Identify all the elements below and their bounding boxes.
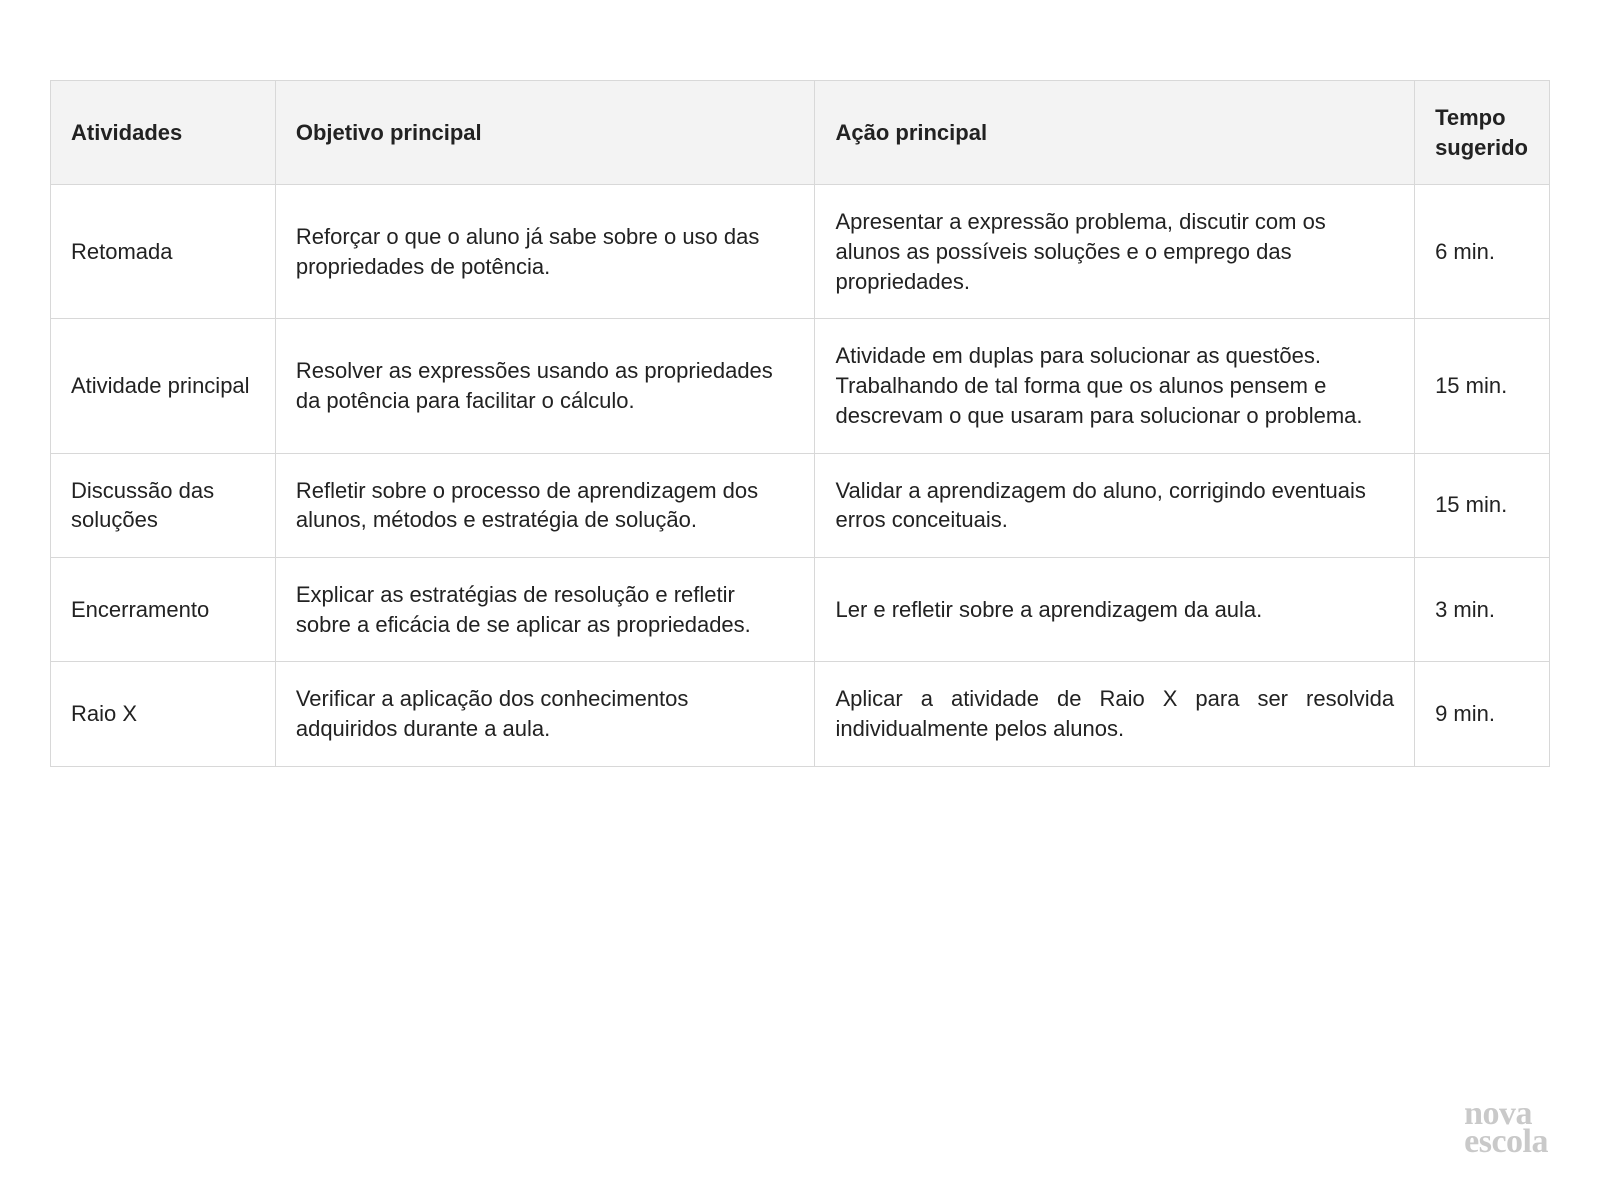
table-row: Encerramento Explicar as estratégias de … — [51, 557, 1550, 661]
col-header-time: Tempo sugerido — [1415, 81, 1550, 185]
cell-time: 9 min. — [1415, 662, 1550, 766]
cell-objective: Refletir sobre o processo de aprendizage… — [275, 453, 815, 557]
table-row: Raio X Verificar a aplicação dos conheci… — [51, 662, 1550, 766]
cell-activity: Discussão das soluções — [51, 453, 276, 557]
lesson-plan-table: Atividades Objetivo principal Ação princ… — [50, 80, 1550, 767]
col-header-activities: Atividades — [51, 81, 276, 185]
nova-escola-logo: nova escola — [1464, 1100, 1548, 1156]
cell-action: Apresentar a expressão problema, discuti… — [815, 185, 1415, 319]
table-header-row: Atividades Objetivo principal Ação princ… — [51, 81, 1550, 185]
cell-activity: Encerramento — [51, 557, 276, 661]
cell-time: 3 min. — [1415, 557, 1550, 661]
table-row: Retomada Reforçar o que o aluno já sabe … — [51, 185, 1550, 319]
logo-line2: escola — [1464, 1128, 1548, 1156]
cell-action: Validar a aprendizagem do aluno, corrigi… — [815, 453, 1415, 557]
col-header-action: Ação principal — [815, 81, 1415, 185]
cell-objective: Verificar a aplicação dos conhecimentos … — [275, 662, 815, 766]
cell-activity: Raio X — [51, 662, 276, 766]
lesson-plan-table-container: Atividades Objetivo principal Ação princ… — [50, 80, 1550, 767]
table-row: Atividade principal Resolver as expressõ… — [51, 319, 1550, 453]
cell-action: Atividade em duplas para solucionar as q… — [815, 319, 1415, 453]
table-row: Discussão das soluções Refletir sobre o … — [51, 453, 1550, 557]
cell-action: Ler e refletir sobre a aprendizagem da a… — [815, 557, 1415, 661]
cell-objective: Reforçar o que o aluno já sabe sobre o u… — [275, 185, 815, 319]
cell-objective: Explicar as estratégias de resolução e r… — [275, 557, 815, 661]
cell-activity: Atividade principal — [51, 319, 276, 453]
cell-time: 15 min. — [1415, 453, 1550, 557]
cell-activity: Retomada — [51, 185, 276, 319]
cell-time: 6 min. — [1415, 185, 1550, 319]
cell-objective: Resolver as expressões usando as proprie… — [275, 319, 815, 453]
col-header-objective: Objetivo principal — [275, 81, 815, 185]
cell-action: Aplicar a atividade de Raio X para ser r… — [815, 662, 1415, 766]
cell-time: 15 min. — [1415, 319, 1550, 453]
